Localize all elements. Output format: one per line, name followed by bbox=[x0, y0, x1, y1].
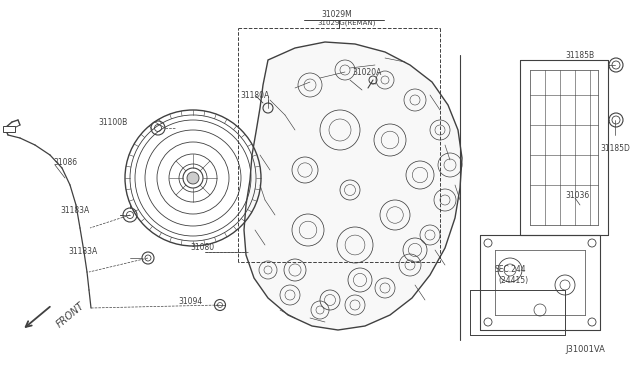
Text: 31183A: 31183A bbox=[60, 205, 89, 215]
Text: 31185B: 31185B bbox=[565, 51, 594, 60]
Text: 31100B: 31100B bbox=[98, 118, 127, 126]
Text: 31094: 31094 bbox=[178, 298, 202, 307]
Bar bbox=[3, 126, 15, 132]
Text: 31036: 31036 bbox=[565, 190, 589, 199]
Text: 31185D: 31185D bbox=[600, 144, 630, 153]
Circle shape bbox=[187, 172, 199, 184]
Text: 31183A: 31183A bbox=[68, 247, 97, 257]
Text: 31020A: 31020A bbox=[352, 67, 381, 77]
Polygon shape bbox=[244, 42, 462, 330]
Text: 31180A: 31180A bbox=[240, 90, 269, 99]
Text: 31086: 31086 bbox=[53, 157, 77, 167]
Text: 31029M: 31029M bbox=[321, 10, 352, 19]
Text: 31080: 31080 bbox=[190, 244, 214, 253]
Text: SEC.244: SEC.244 bbox=[495, 266, 527, 275]
Text: J31001VA: J31001VA bbox=[565, 346, 605, 355]
Text: (24415): (24415) bbox=[498, 276, 528, 285]
Text: 31029G(REMAN): 31029G(REMAN) bbox=[317, 20, 376, 26]
Text: FRONT: FRONT bbox=[55, 301, 87, 330]
